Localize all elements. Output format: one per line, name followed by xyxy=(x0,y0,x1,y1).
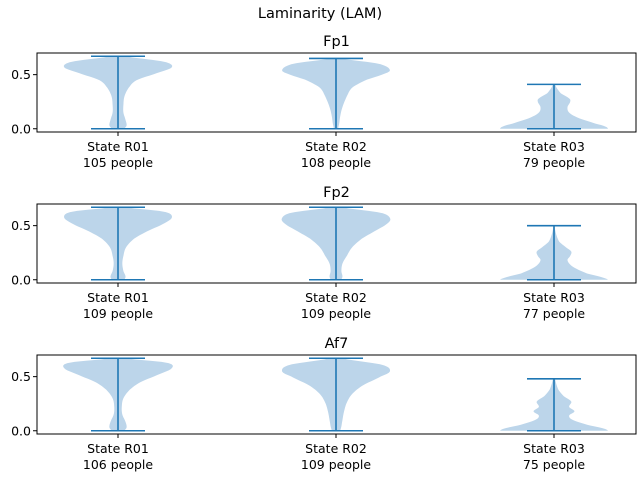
x-tick-label: State R01 105 people xyxy=(83,139,154,170)
x-tick-label: State R02 109 people xyxy=(301,290,372,321)
violin-3 xyxy=(500,224,608,281)
x-tick-label: State R03 75 people xyxy=(523,441,586,472)
y-tick-label: 0.5 xyxy=(11,369,31,384)
y-tick-label: 0.5 xyxy=(11,67,31,82)
panel-title: Fp1 xyxy=(323,34,350,50)
violin-1 xyxy=(63,55,173,130)
x-tick-label: State R01 109 people xyxy=(83,290,154,321)
panel-fp2: Fp2 0.0 0.5 State R01 109 people State R02 109… xyxy=(11,185,637,321)
x-tick-label: State R02 108 people xyxy=(301,139,372,170)
panel-af7: Af7 0.0 0.5 State R01 106 people State R02 109… xyxy=(11,336,637,472)
x-tick-label: State R02 109 people xyxy=(301,441,372,472)
violin-2 xyxy=(282,57,390,130)
violin-2 xyxy=(281,206,391,281)
y-tick-label: 0.5 xyxy=(11,218,31,233)
violin-3 xyxy=(500,83,608,130)
y-tick-label: 0.0 xyxy=(11,121,31,136)
violin-1 xyxy=(63,357,173,432)
panel-title: Fp2 xyxy=(323,185,350,201)
x-tick-label: State R01 106 people xyxy=(83,441,154,472)
figure-title: Laminarity (LAM) xyxy=(258,6,382,22)
violin-3 xyxy=(500,378,608,432)
y-tick-label: 0.0 xyxy=(11,272,31,287)
x-tick-label: State R03 79 people xyxy=(523,139,586,170)
panel-title: Af7 xyxy=(325,336,349,352)
violin-1 xyxy=(64,206,172,281)
violin-2 xyxy=(281,357,391,432)
panel-fp1: Fp1 0.0 0.5 State R01 105 people State R02 108… xyxy=(11,34,637,170)
x-tick-label: State R03 77 people xyxy=(523,290,586,321)
y-tick-label: 0.0 xyxy=(11,423,31,438)
